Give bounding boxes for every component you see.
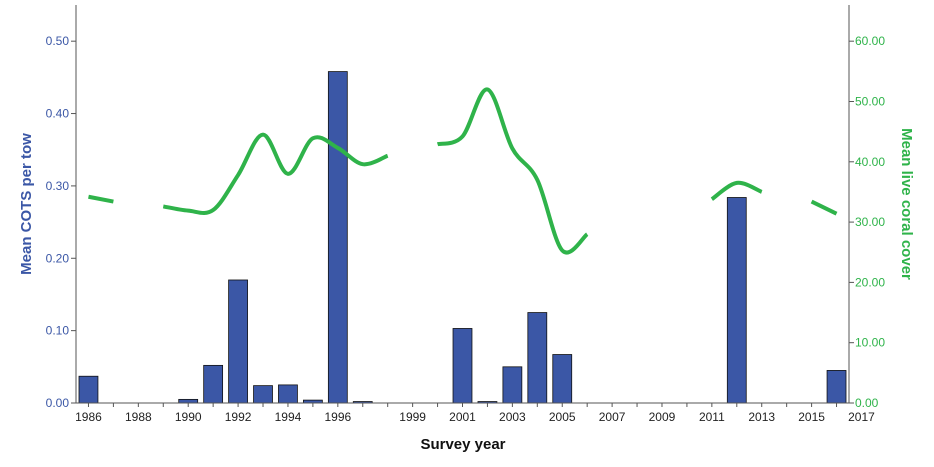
y-right-tick-label: 60.00 xyxy=(855,34,885,48)
y-axis-right-label: Mean live coral cover xyxy=(898,128,915,280)
axes-layer: 0.00 0.10 0.20 0.30 0.40 0.50 0.00 10.00 20.00 30… xyxy=(46,5,885,424)
x-tick-label: 1996 xyxy=(324,410,351,424)
y-right-tick-label: 10.00 xyxy=(855,336,885,350)
x-tick-label: 2015 xyxy=(798,410,825,424)
bar-1994 xyxy=(278,384,298,404)
coral-cover-line-segment-3 xyxy=(436,87,589,255)
x-tick-label: 2009 xyxy=(649,410,676,424)
bar-2004 xyxy=(527,312,548,404)
x-tick-label: 2003 xyxy=(499,410,526,424)
coral-cover-line-segment-2 xyxy=(162,132,389,215)
bar-2016 xyxy=(826,370,847,404)
y-left-tick-label: 0.30 xyxy=(46,179,70,193)
y-right-tick-label: 50.00 xyxy=(855,94,885,108)
x-tick-label: 1990 xyxy=(175,410,202,424)
bar-2001 xyxy=(452,328,473,404)
x-tick-label: 2013 xyxy=(748,410,775,424)
y-right-tick-label: 40.00 xyxy=(855,155,885,169)
bar-2003 xyxy=(502,366,523,404)
x-tick-label: 1986 xyxy=(75,410,102,424)
bar-2005 xyxy=(552,354,573,404)
y-left-tick-label: 0.00 xyxy=(46,396,70,410)
x-tick-label: 1999 xyxy=(399,410,426,424)
bars-layer xyxy=(78,71,847,404)
bar-1992 xyxy=(228,279,248,404)
x-tick-label: 2001 xyxy=(449,410,476,424)
bar-1990 xyxy=(178,398,199,404)
y-right-tick-label: 0.00 xyxy=(855,396,879,410)
bar-1986 xyxy=(78,375,99,404)
x-tick-label: 1994 xyxy=(275,410,302,424)
x-tick-label: 2007 xyxy=(599,410,626,424)
x-tick-label: 2005 xyxy=(549,410,576,424)
coral-cover-line-segment-4 xyxy=(710,180,763,201)
coral-cover-line-segment-1 xyxy=(88,194,114,204)
bar-1991 xyxy=(203,364,224,404)
y-axis-left-label: Mean COTS per tow xyxy=(18,133,35,275)
y-left-tick-label: 0.20 xyxy=(46,251,70,265)
x-tick-label: 2017 xyxy=(848,410,875,424)
y-left-tick-label: 0.40 xyxy=(46,107,70,121)
bar-1996 xyxy=(327,71,348,404)
x-tick-label: 2011 xyxy=(699,410,725,424)
coral-cover-line-segment-5 xyxy=(810,199,838,216)
bar-2012 xyxy=(726,197,747,404)
y-right-tick-label: 20.00 xyxy=(855,275,885,289)
line-layer xyxy=(88,87,838,255)
y-left-tick-label: 0.10 xyxy=(46,324,70,338)
y-left-tick-label: 0.50 xyxy=(46,34,70,48)
x-axis-label: Survey year xyxy=(420,436,505,453)
bar-1993 xyxy=(253,385,273,404)
x-tick-label: 1988 xyxy=(125,410,152,424)
x-tick-label: 1992 xyxy=(225,410,252,424)
y-right-tick-label: 30.00 xyxy=(855,215,885,229)
